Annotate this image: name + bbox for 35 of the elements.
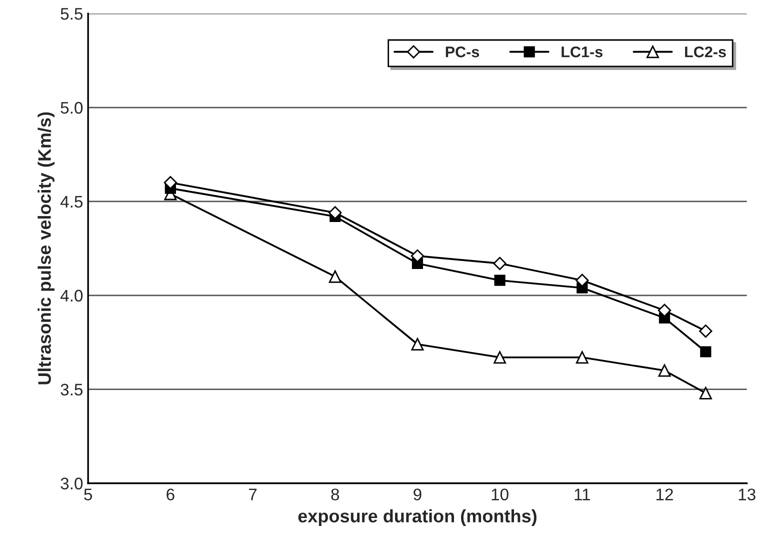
x-tick-label: 11	[574, 488, 590, 500]
point	[328, 270, 342, 283]
x-tick-label: 6	[166, 488, 174, 500]
y-tick-label: 4.5	[60, 196, 83, 208]
x-tick-label: 12	[656, 488, 673, 500]
x-tick-label: 7	[249, 488, 257, 500]
y-tick-label: 5.5	[60, 8, 83, 20]
point	[700, 346, 712, 358]
legend-label: PC-s	[446, 46, 480, 58]
legend-label: LC1-s	[562, 46, 602, 58]
point	[658, 364, 671, 377]
point	[576, 351, 588, 364]
point	[699, 386, 712, 400]
point	[576, 274, 589, 287]
y-tick-label: 4.0	[60, 290, 83, 302]
x-axis-title: exposure duration (months)	[298, 509, 536, 526]
y-tick-label: 3.5	[60, 384, 83, 396]
point	[411, 338, 424, 350]
x-tick-label: 9	[414, 488, 422, 500]
point	[410, 249, 424, 263]
point	[494, 351, 506, 364]
x-tick-label: 8	[331, 488, 340, 500]
y-tick-label: 5.0	[60, 102, 83, 114]
point	[493, 256, 506, 270]
x-tick-label: 13	[738, 488, 756, 500]
x-tick-label: 5	[84, 488, 92, 500]
point	[658, 304, 672, 318]
point	[328, 206, 342, 220]
y-axis-title: Ultrasonic pulse velocity (Km/s)	[38, 112, 55, 384]
point	[699, 324, 712, 338]
point	[164, 176, 178, 190]
y-tick-label: 3.0	[60, 478, 83, 490]
point	[494, 274, 506, 286]
legend-label: LC2-s	[685, 46, 726, 58]
x-tick-label: 10	[492, 488, 508, 500]
